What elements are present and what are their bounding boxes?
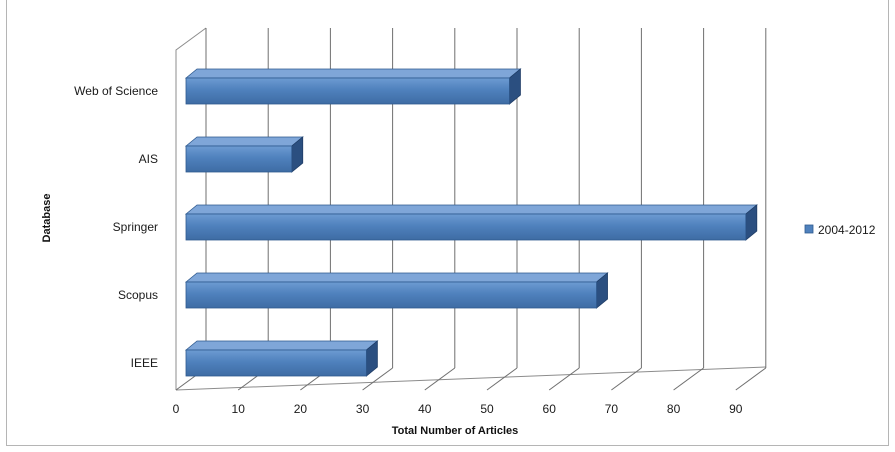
category-labels: Web of Science AIS Springer Scopus IEEE	[74, 84, 158, 370]
x-tick-label: 90	[729, 402, 743, 416]
bar	[184, 68, 522, 105]
bar-front-face	[185, 349, 367, 377]
category-label: Scopus	[118, 288, 158, 302]
bar-top-face	[184, 136, 304, 147]
x-tick-label: 70	[605, 402, 619, 416]
legend: 2004-2012	[804, 223, 876, 237]
gridline-floor	[611, 367, 642, 391]
bar	[184, 340, 379, 377]
category-label: Web of Science	[74, 84, 158, 98]
gridline-floor	[673, 367, 704, 391]
category-label: Springer	[113, 220, 158, 234]
gridline-floor	[548, 367, 580, 391]
bar-top-face	[184, 272, 609, 283]
bar-top-face	[184, 204, 758, 215]
floor-edge	[175, 366, 766, 391]
bar-front-face	[185, 145, 293, 173]
x-tick-label: 20	[294, 402, 308, 416]
bar-top-face	[184, 340, 379, 351]
x-tick-label: 0	[173, 402, 180, 416]
x-tick-label: 40	[418, 402, 432, 416]
plot-walls	[175, 27, 766, 391]
bar-front-face	[185, 213, 747, 241]
bar-front-face	[185, 281, 597, 309]
bar-front-face	[185, 77, 510, 105]
gridline-floor	[735, 367, 767, 391]
x-tick-label: 60	[543, 402, 557, 416]
category-label: AIS	[139, 152, 158, 166]
x-tick-label: 80	[667, 402, 681, 416]
y-axis-title: Database	[41, 194, 53, 243]
side-wall	[175, 27, 207, 390]
bar-top-face	[184, 68, 522, 79]
x-tick-label: 30	[356, 402, 370, 416]
bars	[184, 68, 758, 377]
x-axis-title: Total Number of Articles	[392, 425, 519, 437]
gridline-floor	[424, 367, 456, 391]
bar	[184, 272, 609, 309]
chart-frame	[6, 0, 889, 446]
x-tick-label: 50	[480, 402, 494, 416]
legend-label: 2004-2012	[818, 223, 876, 237]
category-label: IEEE	[131, 356, 158, 370]
gridline-floor	[486, 367, 518, 391]
legend-swatch	[804, 224, 814, 234]
x-tick-labels: 0 10 20 30 40 50 60 70 80 90	[173, 402, 743, 416]
x-tick-label: 10	[232, 402, 246, 416]
bar	[184, 204, 758, 241]
bar	[184, 136, 304, 173]
gridline-floor	[362, 367, 393, 391]
